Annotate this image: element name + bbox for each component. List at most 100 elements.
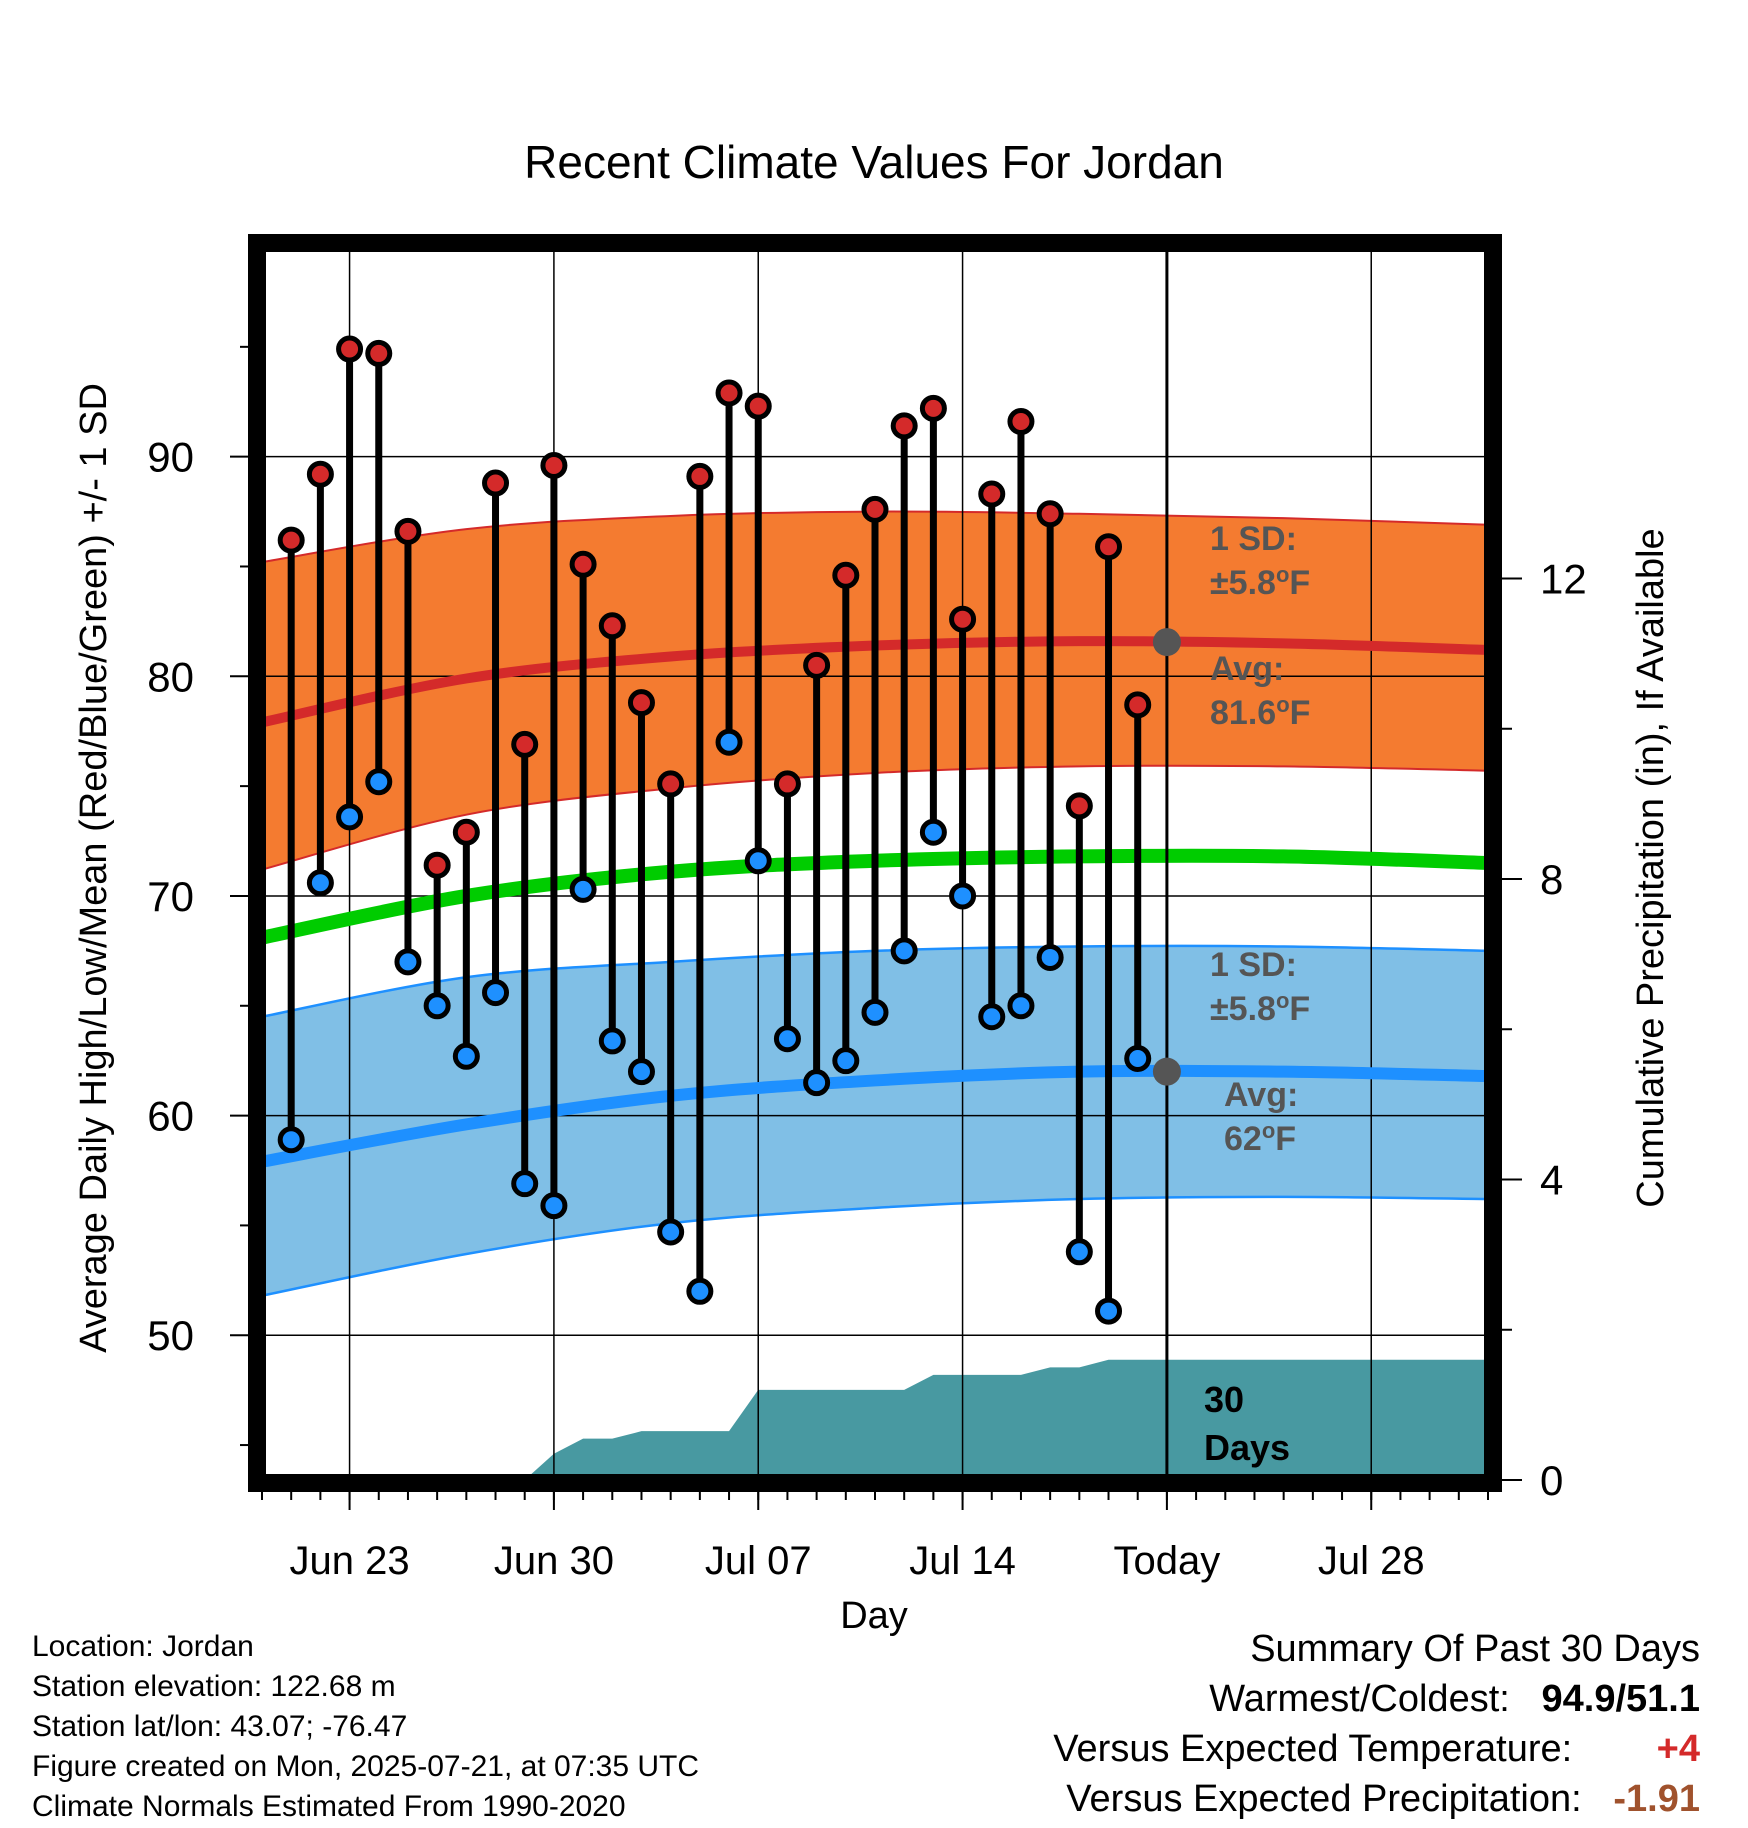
daily-high-dot [452, 818, 480, 846]
daily-high-dot [803, 651, 831, 679]
x-tick-label: Jul 28 [1318, 1539, 1425, 1583]
daily-high-dot [277, 526, 305, 554]
daily-high-dot [1036, 500, 1064, 528]
daily-low-dot [803, 1069, 831, 1097]
low-average-line [262, 1064, 1488, 1168]
daily-high-dot [861, 495, 889, 523]
daily-high-dot [394, 517, 422, 545]
normals-line: Climate Normals Estimated From 1990-2020 [32, 1790, 626, 1823]
daily-high-dot [686, 462, 714, 490]
x-tick-label: Today [1114, 1539, 1221, 1583]
today-days-label: 30 [1204, 1379, 1244, 1420]
y2-tick-label: 4 [1540, 1157, 1563, 1204]
daily-high-dot [1124, 691, 1152, 719]
daily-high-dot [482, 469, 510, 497]
low-band-lower-edge [262, 1195, 1488, 1297]
daily-low-dot [890, 937, 918, 965]
low-sd-label: 1 SD: [1210, 946, 1297, 984]
daily-low-dot [1124, 1044, 1152, 1072]
daily-low-dot [569, 875, 597, 903]
daily-low-dot [832, 1047, 860, 1075]
low-avg-label: Avg: [1224, 1076, 1298, 1114]
daily-low-dot [482, 979, 510, 1007]
y-tick-label: 90 [147, 434, 194, 481]
location-line: Location: Jordan [32, 1630, 254, 1663]
daily-low-dot [1065, 1238, 1093, 1266]
daily-low-dot [452, 1042, 480, 1070]
y-tick-label: 80 [147, 653, 194, 700]
daily-low-dot [744, 847, 772, 875]
y2-tick-label: 8 [1540, 856, 1563, 903]
daily-high-dot [978, 480, 1006, 508]
daily-low-dot [423, 992, 451, 1020]
daily-low-dot [861, 998, 889, 1026]
summary-temp: Versus Expected Temperature: +4 [1053, 1730, 1700, 1768]
daily-low-dot [394, 948, 422, 976]
precip-value: -1.91 [1613, 1778, 1700, 1820]
plot-frame [248, 234, 1502, 1492]
daily-high-dot [890, 412, 918, 440]
daily-low-dot [978, 1003, 1006, 1031]
daily-high-dot [919, 394, 947, 422]
daily-high-dot [627, 689, 655, 717]
daily-low-dot [949, 882, 977, 910]
daily-low-dot [1036, 943, 1064, 971]
high-sd-label: 1 SD: [1210, 520, 1297, 558]
daily-high-dot [1065, 792, 1093, 820]
today-high-average-marker [1152, 628, 1181, 657]
summary-title: Summary Of Past 30 Days [1250, 1628, 1700, 1670]
daily-low-dot [715, 728, 743, 756]
precip-area [262, 1359, 1488, 1478]
warm-cold-label: Warmest/Coldest: [1209, 1678, 1510, 1720]
daily-low-dot [336, 803, 364, 831]
daily-high-dot [511, 730, 539, 758]
temp-value: +4 [1656, 1728, 1700, 1770]
high-avg-value: 81.6oF [1210, 692, 1310, 732]
warm-cold-value: 94.9/51.1 [1541, 1678, 1700, 1720]
daily-low-dot [627, 1058, 655, 1086]
daily-high-dot [773, 770, 801, 798]
x-tick-label: Jun 23 [290, 1539, 410, 1583]
daily-low-dot [773, 1025, 801, 1053]
daily-high-dot [744, 392, 772, 420]
daily-high-dot [657, 770, 685, 798]
today-low-average-marker [1152, 1057, 1181, 1086]
low-avg-value: 62oF [1224, 1118, 1296, 1158]
y2-tick-label: 0 [1540, 1457, 1563, 1504]
daily-high-dot [336, 335, 364, 363]
summary-precip: Versus Expected Precipitation: -1.91 [1066, 1780, 1700, 1818]
daily-high-dot [1007, 408, 1035, 436]
daily-high-dot [949, 605, 977, 633]
x-tick-label: Jul 07 [705, 1539, 812, 1583]
chart-title: Recent Climate Values For Jordan [524, 136, 1224, 188]
daily-high-dot [569, 550, 597, 578]
daily-high-dot [715, 379, 743, 407]
daily-low-dot [919, 818, 947, 846]
daily-low-dot [365, 768, 393, 796]
temp-label: Versus Expected Temperature: [1053, 1728, 1573, 1770]
daily-high-dot [598, 612, 626, 640]
daily-high-dot [365, 339, 393, 367]
y-tick-label: 50 [147, 1312, 194, 1359]
daily-low-dot [1007, 992, 1035, 1020]
daily-low-dot [1095, 1297, 1123, 1325]
low-sd-band [262, 945, 1488, 1296]
daily-low-dot [540, 1192, 568, 1220]
x-tick-label: Jun 30 [494, 1539, 614, 1583]
daily-low-dot [598, 1027, 626, 1055]
high-avg-label: Avg: [1210, 650, 1284, 688]
low-sd-value: ±5.8oF [1210, 988, 1310, 1028]
daily-high-dot [832, 561, 860, 589]
precip-label: Versus Expected Precipitation: [1066, 1778, 1582, 1820]
daily-high-dot [540, 451, 568, 479]
daily-high-dot [423, 851, 451, 879]
y2-tick-label: 12 [1540, 556, 1587, 603]
daily-high-dot [306, 460, 334, 488]
summary-warm-cold: Warmest/Coldest: 94.9/51.1 [1209, 1680, 1700, 1718]
daily-low-dot [686, 1277, 714, 1305]
x-tick-label: Jul 14 [909, 1539, 1016, 1583]
latlon-line: Station lat/lon: 43.07; -76.47 [32, 1710, 408, 1743]
y-tick-label: 70 [147, 873, 194, 920]
y2-axis-label: Cumulative Precipitation (in), If Availa… [1630, 528, 1672, 1207]
